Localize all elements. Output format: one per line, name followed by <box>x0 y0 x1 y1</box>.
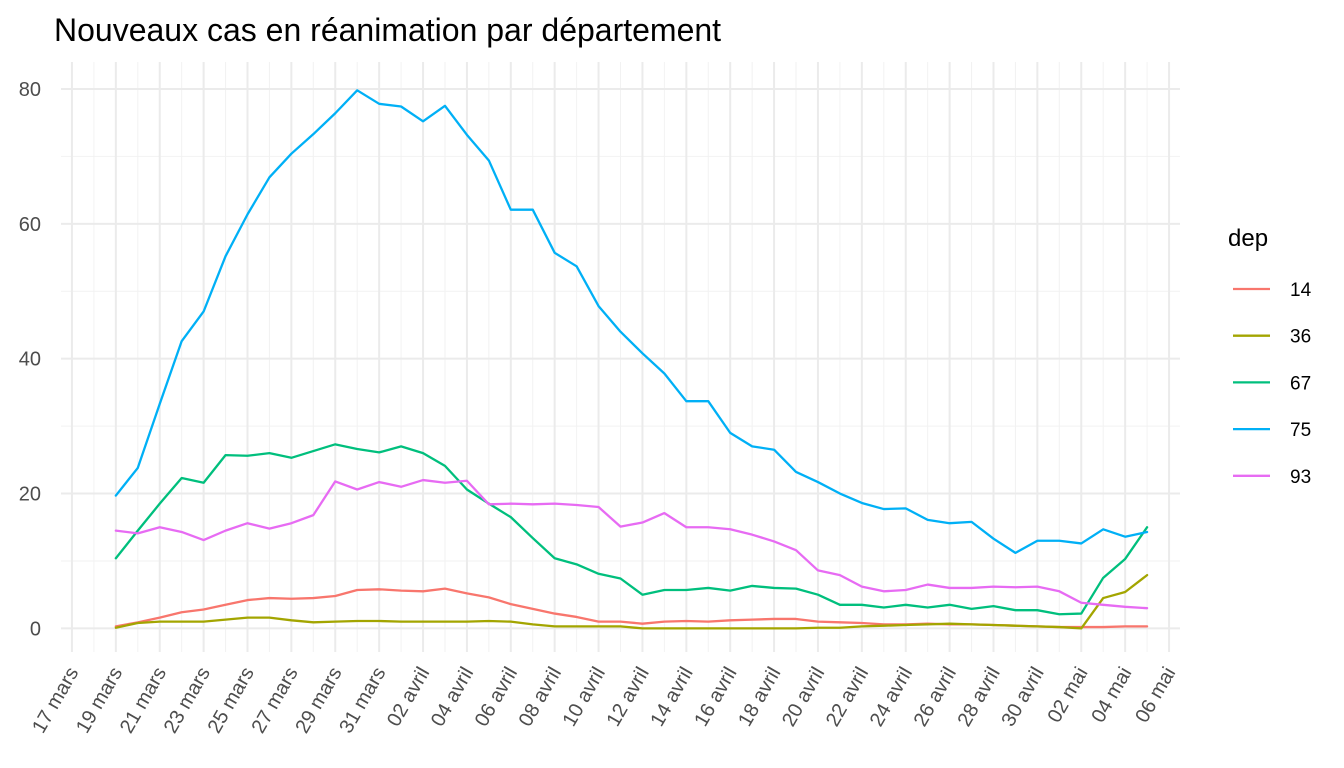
legend-items: 14 36 67 75 93 <box>1233 280 1312 488</box>
series-line-75 <box>114 89 1149 555</box>
series-line-14 <box>114 587 1149 629</box>
y-tick-label: 40 <box>19 349 41 371</box>
y-tick-label: 20 <box>19 484 41 506</box>
minor-grid <box>61 62 1180 652</box>
y-tick-label: 0 <box>30 618 41 640</box>
legend-label-93: 93 <box>1290 467 1311 488</box>
series-lines <box>114 89 1149 630</box>
x-tick-label: 30 avril <box>997 664 1048 731</box>
x-tick-label: 06 mai <box>1131 664 1180 727</box>
x-tick-label: 02 mai <box>1044 664 1093 727</box>
y-tick-label: 60 <box>19 214 41 236</box>
legend-title: dep <box>1228 225 1268 252</box>
chart-title: Nouveaux cas en réanimation par départem… <box>54 12 721 48</box>
x-tick-label: 04 mai <box>1087 664 1136 727</box>
legend-label-67: 67 <box>1290 373 1311 394</box>
y-axis-tick-labels: 0 20 40 60 80 <box>19 79 41 640</box>
major-grid <box>61 62 1180 652</box>
legend: dep 14 36 67 75 93 <box>1228 225 1312 488</box>
legend-label-36: 36 <box>1290 327 1311 348</box>
series-line-67 <box>114 443 1149 616</box>
series-line-36 <box>114 573 1149 630</box>
y-tick-label: 80 <box>19 79 41 101</box>
legend-label-75: 75 <box>1290 420 1311 441</box>
series-line-93 <box>114 478 1149 610</box>
legend-label-14: 14 <box>1290 280 1312 301</box>
